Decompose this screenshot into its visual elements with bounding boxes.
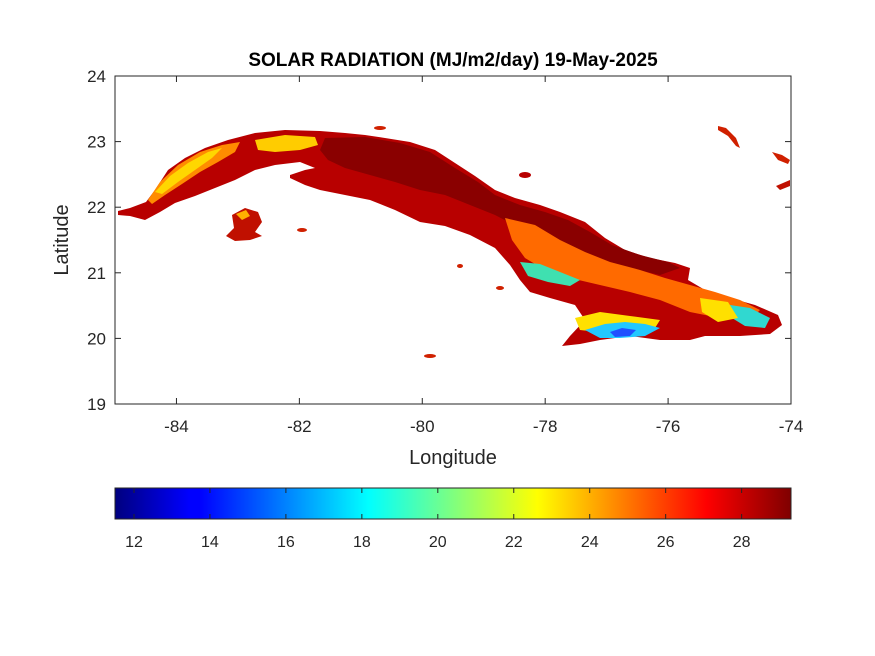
central-orange-band [505,218,760,320]
isla-de-la-juventud [226,208,262,241]
x-axis-label: Longitude [409,447,497,469]
y-tick-label: 24 [87,67,106,86]
isla-highlight [236,210,250,220]
colorbar-tick-label: 16 [277,534,295,551]
colorbar-tick-label: 22 [505,534,523,551]
x-tick-label: -82 [287,417,312,436]
y-axis-label: Latitude [51,204,73,275]
bahamas-fragment-1 [718,126,740,148]
central-cyan-pocket [520,262,580,286]
x-tick-label: -78 [533,417,558,436]
cay-5 [519,172,531,178]
y-tick-label: 22 [87,198,106,217]
east-cyan-pocket [730,305,770,328]
bahamas-fragment-3 [776,180,790,190]
x-tick-label: -76 [656,417,681,436]
colorbar-tick-label: 18 [353,534,371,551]
bahamas-fragment-2 [772,152,790,164]
cay-2 [374,126,386,130]
north-coast-highlight [255,135,318,152]
y-tick-label: 20 [87,329,106,348]
x-tick-label: -84 [164,417,189,436]
colorbar-tick-label: 20 [429,534,447,551]
western-tip-region [148,142,240,204]
y-tick-label: 21 [87,264,106,283]
colorbar [114,487,792,520]
solar-radiation-map [118,126,790,358]
sierra-maestra-blue [610,328,636,337]
colorbar-tick-label: 14 [201,534,219,551]
x-axis: -84 -82 -80 -78 -76 -74 [164,76,803,436]
plot-area [114,75,792,405]
cay-6 [457,264,463,268]
main-island-core [320,137,680,275]
x-tick-label: -74 [779,417,804,436]
colorbar-ticks: 12 14 16 18 20 22 24 26 28 [125,488,751,551]
chart-title: SOLAR RADIATION (MJ/m2/day) 19-May-2025 [248,50,658,71]
colorbar-tick-label: 28 [733,534,751,551]
x-tick-label: -80 [410,417,435,436]
y-axis: 19 20 21 22 23 24 [87,67,791,414]
colorbar-tick-label: 12 [125,534,143,551]
western-tip-highlight [155,148,222,194]
y-tick-label: 19 [87,395,106,414]
colorbar-tick-label: 26 [657,534,675,551]
cay-4 [496,286,504,290]
colorbar-tick-label: 24 [581,534,599,551]
y-tick-label: 23 [87,133,106,152]
cay-3 [424,354,436,358]
east-yellow-pocket [700,298,738,322]
cay-1 [297,228,307,232]
main-island-region [118,130,782,346]
